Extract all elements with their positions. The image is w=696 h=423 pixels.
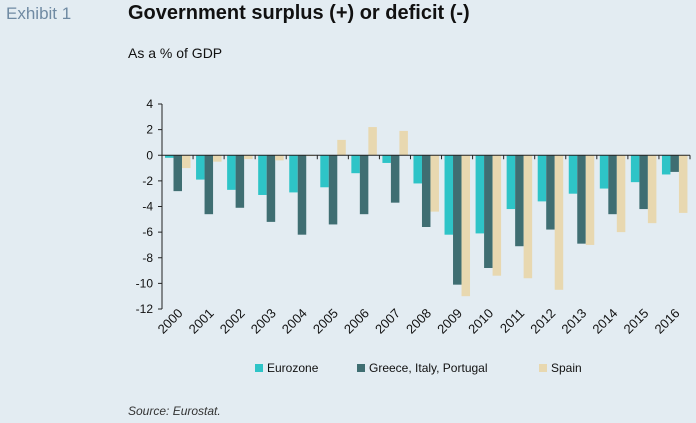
legend-label: Eurozone [267,361,319,375]
bar-eurozone [444,155,454,235]
bar-greece-italy-portugal [235,155,245,208]
bar-eurozone [630,155,640,183]
exhibit-label: Exhibit 1 [6,4,72,23]
bar-eurozone [351,155,360,174]
bar-eurozone [320,155,329,188]
legend-label: Greece, Italy, Portugal [369,361,488,375]
bar-greece-italy-portugal [421,155,431,227]
bar-greece-italy-portugal [639,155,648,210]
bar-eurozone [165,155,174,158]
bar-eurozone [599,155,609,189]
y-tick-label: -4 [142,200,153,214]
legend-swatch [539,364,547,372]
bar-eurozone [382,155,391,163]
bar-eurozone [196,155,205,180]
x-tick-label: 2013 [558,306,589,337]
source-note: Source: Eurostat. [128,404,221,418]
bar-spain [368,127,377,156]
bar-spain [585,155,595,245]
legend-label: Spain [551,361,582,375]
bar-greece-italy-portugal [266,155,276,222]
y-tick-label: -6 [142,225,153,239]
bar-spain [647,155,657,224]
bar-greece-italy-portugal [297,155,307,235]
bar-greece-italy-portugal [173,155,182,192]
legend-swatch [357,364,365,372]
bar-greece-italy-portugal [577,155,586,244]
bar-eurozone [258,155,267,195]
y-tick-label: -2 [142,174,153,188]
bar-spain [616,155,626,233]
x-tick-label: 2005 [310,306,341,337]
x-tick-label: 2004 [279,306,310,337]
y-tick-label: 0 [146,148,153,162]
bar-eurozone [227,155,236,190]
x-tick-label: 2008 [403,306,434,337]
bar-greece-italy-portugal [484,155,493,268]
bar-eurozone [506,155,516,210]
legend-swatch [255,364,263,372]
y-tick-label: -10 [136,276,154,290]
x-tick-label: 2009 [434,306,465,337]
bar-greece-italy-portugal [359,155,369,215]
bar-spain [430,155,439,212]
bar-greece-italy-portugal [390,155,400,203]
bar-spain [492,155,502,276]
x-tick-label: 2007 [372,306,403,337]
bar-greece-italy-portugal [608,155,617,215]
bar-spain [461,155,471,297]
bar-spain [213,155,222,162]
bar-eurozone [413,155,422,184]
bar-spain [182,155,191,169]
bar-spain [554,155,564,290]
x-tick-label: 2010 [465,306,496,337]
bar-greece-italy-portugal [515,155,524,247]
x-tick-label: 2000 [155,306,186,337]
x-tick-label: 2014 [589,306,620,337]
x-tick-label: 2006 [341,306,372,337]
x-tick-label: 2015 [620,306,651,337]
x-tick-label: 2016 [652,306,683,337]
x-tick-label: 2002 [217,306,248,337]
y-tick-label: 4 [146,97,153,111]
bar-greece-italy-portugal [328,155,338,225]
bar-eurozone [537,155,547,202]
y-tick-label: -12 [136,302,154,316]
x-tick-label: 2003 [248,306,279,337]
bar-spain [337,139,346,156]
y-tick-label: 2 [146,123,153,137]
bar-eurozone [568,155,578,194]
bar-spain [678,155,688,213]
x-tick-label: 2012 [527,306,558,337]
bar-greece-italy-portugal [546,155,555,230]
y-tick-label: -8 [142,251,153,265]
bar-greece-italy-portugal [204,155,214,215]
bar-spain [275,155,284,161]
bar-spain [523,155,533,279]
bar-eurozone [661,155,671,175]
x-tick-label: 2011 [497,306,527,336]
bar-greece-italy-portugal [453,155,462,285]
x-tick-label: 2001 [186,306,217,337]
bar-eurozone [289,155,298,193]
bar-eurozone [475,155,485,234]
chart-title: Government surplus (+) or deficit (-) [128,2,470,24]
bar-spain [244,155,253,160]
bar-spain [399,130,408,156]
bar-greece-italy-portugal [670,155,679,172]
chart-subtitle: As a % of GDP [128,45,223,61]
